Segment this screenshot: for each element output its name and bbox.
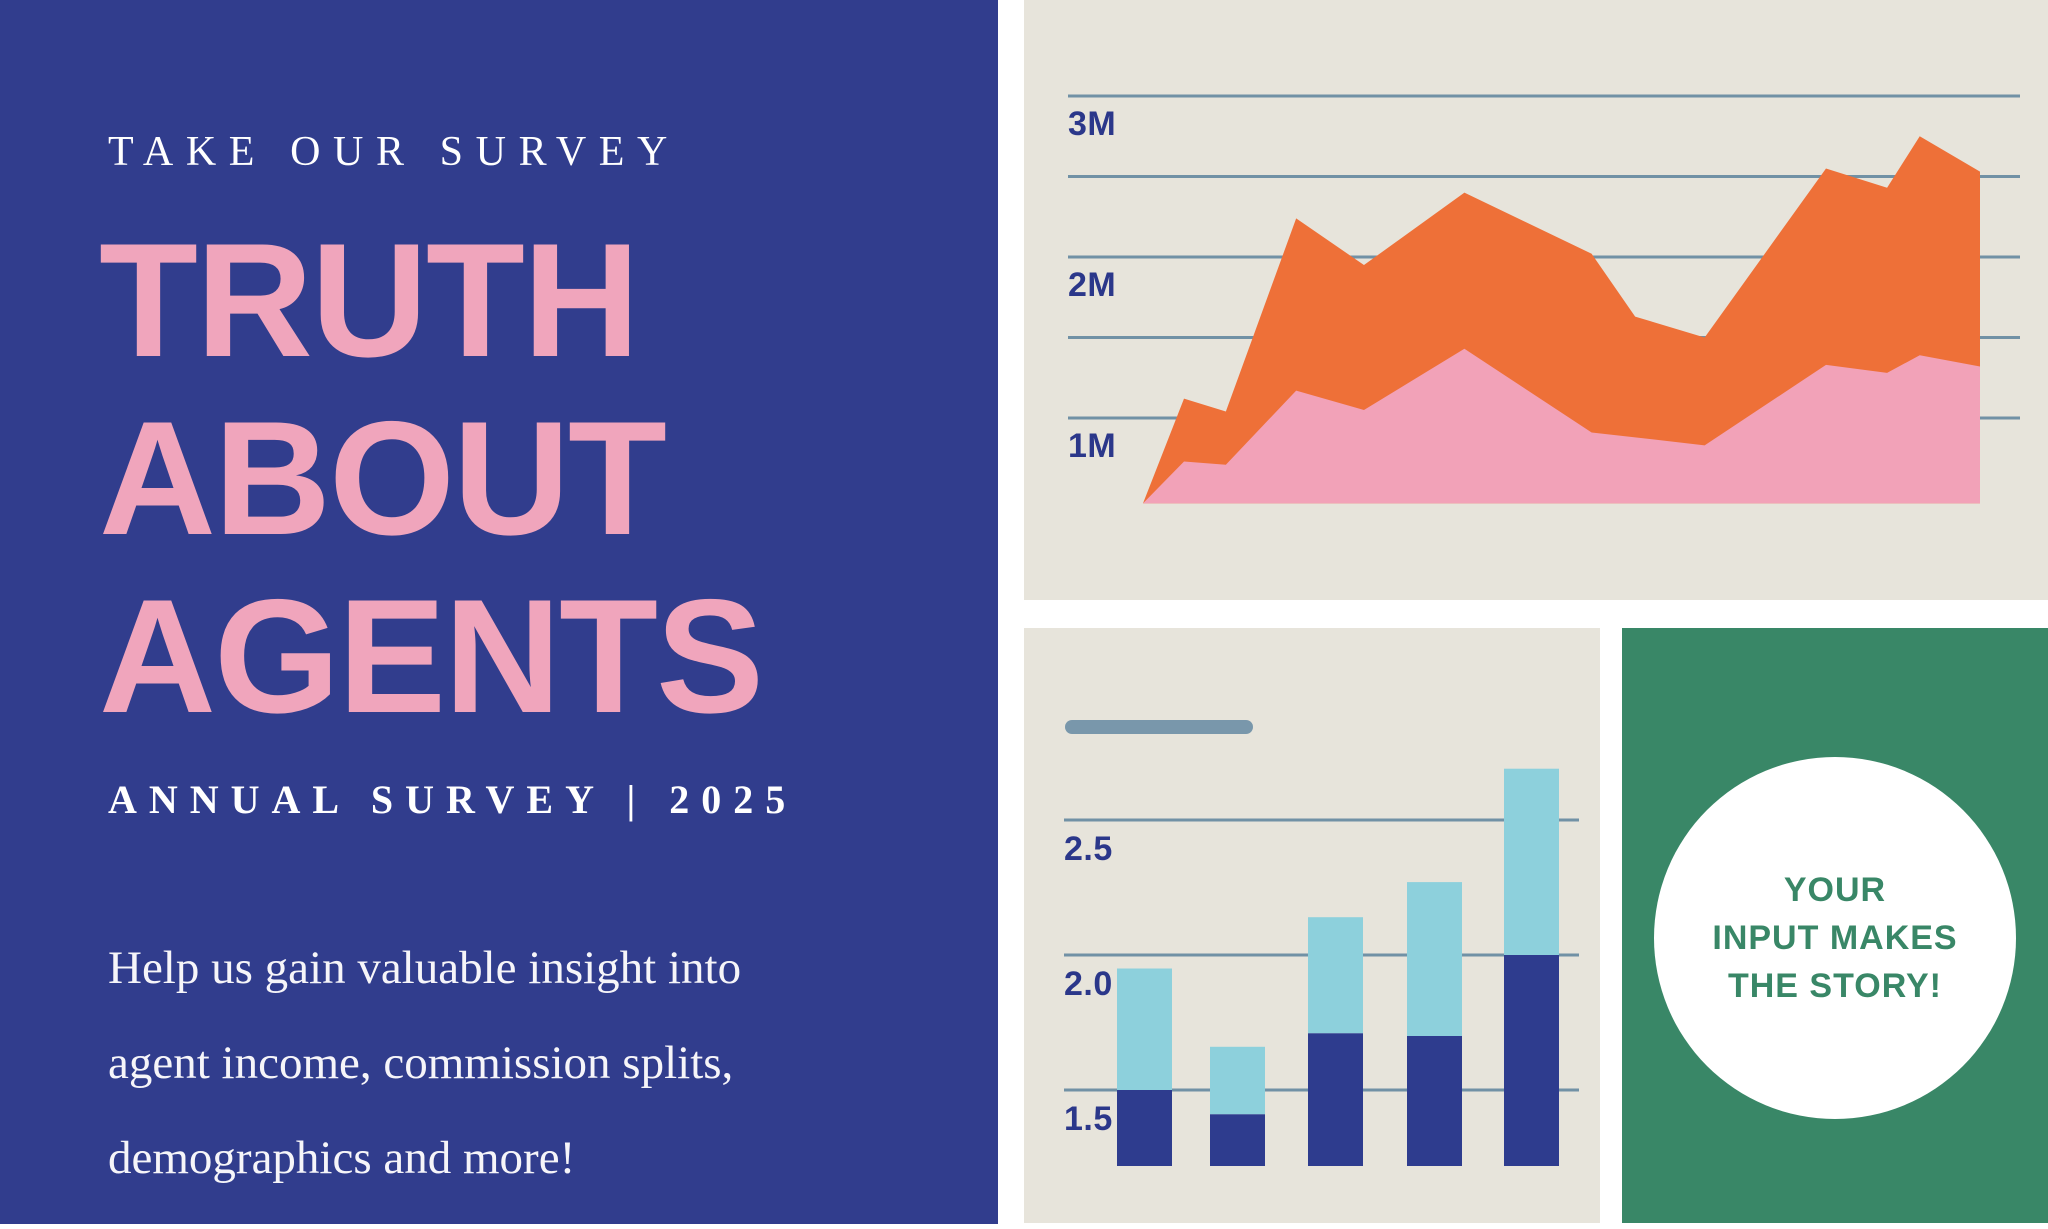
bar-segment-navy xyxy=(1117,1090,1172,1166)
bar-segment-navy xyxy=(1210,1114,1265,1166)
y-axis-tick-label: 1.5 xyxy=(1064,1100,1113,1138)
green-cta-panel: YOUR INPUT MAKES THE STORY! xyxy=(1622,628,2048,1223)
left-text-panel: TAKE OUR SURVEY TRUTH ABOUT AGENTS ANNUA… xyxy=(0,0,998,1224)
bar-segment-cyan xyxy=(1210,1046,1265,1115)
headline: TRUTH ABOUT AGENTS xyxy=(99,210,764,747)
bar-chart xyxy=(1064,768,1579,1166)
eyebrow-text: TAKE OUR SURVEY xyxy=(108,129,680,175)
circle-badge: YOUR INPUT MAKES THE STORY! xyxy=(1654,757,2016,1119)
badge-line-3: THE STORY! xyxy=(1727,967,1942,1005)
y-axis-tick-label: 2.5 xyxy=(1064,830,1113,868)
bar-segment-navy xyxy=(1504,955,1559,1166)
badge-line-2: INPUT MAKES xyxy=(1712,919,1958,957)
y-axis-tick-label: 2M xyxy=(1068,266,1117,304)
pink-series-area xyxy=(1143,348,1980,504)
bar-segment-navy xyxy=(1308,1033,1363,1166)
bar-segment-navy xyxy=(1407,1036,1462,1166)
headline-line-2: ABOUT xyxy=(99,388,667,569)
description-line-2: agent income, commission splits, xyxy=(108,1037,734,1089)
headline-line-1: TRUTH xyxy=(99,210,640,391)
bar-chart-panel: 2.5 2.0 1.5 xyxy=(1024,628,1600,1223)
y-axis-tick-label: 2.0 xyxy=(1064,965,1113,1003)
headline-line-3: AGENTS xyxy=(99,566,764,747)
bar-segment-cyan xyxy=(1117,968,1172,1090)
area-chart-panel: 3M 2M 1M xyxy=(1024,0,2048,600)
badge-line-1: YOUR xyxy=(1783,871,1887,909)
description-line-3: demographics and more! xyxy=(108,1132,576,1184)
bar-segment-cyan xyxy=(1407,882,1462,1036)
legend-swatch xyxy=(1065,720,1253,734)
bar-segment-cyan xyxy=(1308,917,1363,1034)
badge-text: YOUR INPUT MAKES THE STORY! xyxy=(1712,866,1957,1010)
description-text: Help us gain valuable insight into agent… xyxy=(108,921,741,1206)
subtitle-text: ANNUAL SURVEY | 2025 xyxy=(108,777,798,822)
description-line-1: Help us gain valuable insight into xyxy=(108,942,742,994)
y-axis-tick-label: 1M xyxy=(1068,427,1117,465)
y-axis-tick-label: 3M xyxy=(1068,105,1117,143)
bar-segment-cyan xyxy=(1504,768,1559,955)
area-chart xyxy=(1068,94,2020,504)
